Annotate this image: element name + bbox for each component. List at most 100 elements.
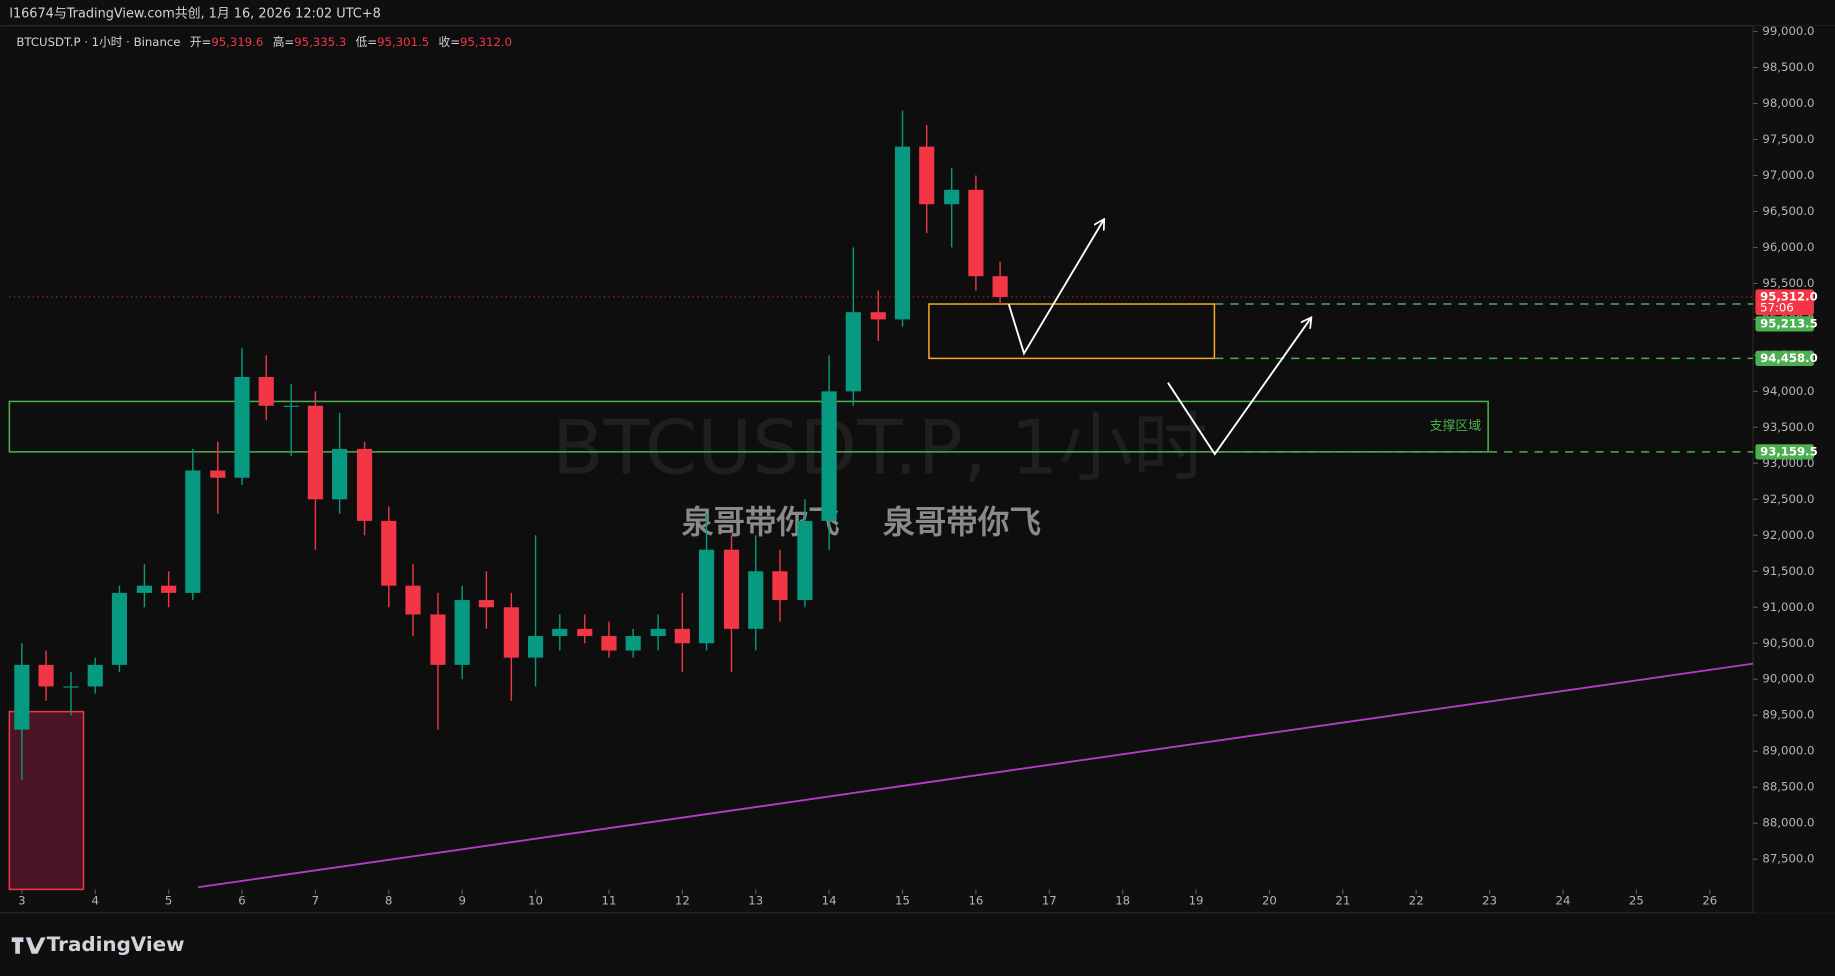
y-tick-label: 91,500.0 (1762, 564, 1814, 578)
x-tick-label: 26 (1702, 894, 1717, 908)
x-tick-label: 5 (165, 894, 172, 908)
candle-body (185, 470, 201, 593)
candle-body (919, 146, 935, 205)
candle-body (161, 585, 177, 593)
x-tick-label: 16 (968, 894, 983, 908)
candle-body (210, 470, 226, 478)
y-tick-label: 88,500.0 (1762, 780, 1814, 794)
x-tick-label: 15 (895, 894, 910, 908)
candle-body (430, 614, 446, 665)
price-label-bg (1755, 444, 1814, 460)
x-tick-label: 11 (602, 894, 617, 908)
x-tick-label: 25 (1629, 894, 1644, 908)
top-bar: l16674与TradingView.com共创, 1月 16, 2026 12… (9, 7, 380, 22)
overlay-text: 泉哥带你飞 (682, 504, 840, 541)
candle-body (674, 628, 690, 644)
y-tick-label: 94,000.0 (1762, 384, 1814, 398)
y-tick-label: 96,000.0 (1762, 240, 1814, 254)
y-tick-label: 95,500.0 (1762, 276, 1814, 290)
y-tick-label: 89,500.0 (1762, 708, 1814, 722)
y-tick-label: 90,000.0 (1762, 672, 1814, 686)
candle-body (283, 405, 299, 407)
y-tick-label: 92,000.0 (1762, 528, 1814, 542)
candle-body (503, 607, 519, 658)
x-tick-label: 3 (18, 894, 25, 908)
x-tick-label: 6 (238, 894, 245, 908)
candle-body (944, 189, 960, 205)
candle-body (356, 448, 373, 521)
price-label: 95,312.0 (1760, 289, 1818, 303)
x-tick-label: 13 (748, 894, 763, 908)
x-tick-label: 10 (528, 894, 543, 908)
x-tick-label: 22 (1409, 894, 1424, 908)
candle-body (772, 571, 788, 601)
trendline (197, 662, 1754, 889)
candle-body (650, 628, 666, 637)
candle-body (577, 628, 593, 637)
x-tick-label: 14 (822, 894, 837, 908)
watermark: BTCUSDT.P, 1小时 (552, 403, 1208, 491)
x-tick-label: 20 (1262, 894, 1277, 908)
candles (14, 110, 1008, 781)
candle-body (307, 405, 323, 500)
x-tick-label: 8 (385, 894, 392, 908)
candle-body (405, 585, 421, 615)
price-countdown: 57:06 (1760, 301, 1794, 315)
ohlc-name: 低= (356, 35, 377, 49)
price-label-bg (1755, 316, 1814, 332)
y-tick-label: 98,000.0 (1762, 96, 1814, 110)
y-tick-label: 99,000.0 (1762, 24, 1814, 38)
candle-body (234, 376, 250, 478)
y-tick-label: 89,000.0 (1762, 744, 1814, 758)
x-tick-label: 18 (1115, 894, 1130, 908)
candle-body (723, 549, 740, 629)
x-tick-label: 19 (1189, 894, 1204, 908)
price-label: 93,159.5 (1760, 444, 1818, 458)
candle-body (845, 312, 861, 392)
ohlc-name: 收= (439, 35, 460, 49)
symbol: BTCUSDT.P · 1小时 · Binance (16, 35, 180, 49)
candle-body (821, 391, 837, 521)
candle-body (894, 146, 911, 320)
zone-label: 支撑区域 (1430, 419, 1482, 434)
y-tick-label: 91,000.0 (1762, 600, 1814, 614)
price-axis-bg (1754, 25, 1835, 913)
x-tick-label: 7 (312, 894, 319, 908)
candle-body (332, 448, 348, 500)
overlay-text: 泉哥带你飞 (883, 504, 1041, 541)
arrow (1167, 318, 1311, 456)
candle-body (454, 600, 470, 665)
x-tick-label: 23 (1482, 894, 1497, 908)
candle-body (870, 312, 886, 320)
price-label-bg (1755, 289, 1814, 316)
ohlc-name: 开= (190, 35, 211, 49)
candle-body (478, 600, 494, 608)
brand-name: TradingView (47, 933, 185, 956)
candle-body (381, 520, 397, 586)
x-tick-label: 21 (1335, 894, 1350, 908)
y-tick-label: 98,500.0 (1762, 60, 1814, 74)
candle-body (258, 376, 274, 406)
x-tick-label: 4 (92, 894, 99, 908)
ohlc-value: 95,301.5 (377, 35, 429, 49)
ohlc-value: 95,335.3 (294, 35, 346, 49)
y-tick-label: 88,000.0 (1762, 816, 1814, 830)
axes: BTCUSDT.P · 1小时 · Binance 开=95,319.6 高=95,… (16, 24, 1835, 913)
candle-body (992, 276, 1008, 297)
y-tick-label: 90,500.0 (1762, 636, 1814, 650)
candle-body (625, 636, 641, 651)
y-tick-label: 97,000.0 (1762, 168, 1814, 182)
candle-body (527, 636, 544, 658)
zone (8, 400, 1489, 453)
x-tick-label: 24 (1556, 894, 1571, 908)
candle-body (111, 592, 128, 665)
ohlc-value: 95,319.6 (211, 35, 263, 49)
y-tick-label: 87,500.0 (1762, 852, 1814, 866)
symbol-legend: BTCUSDT.P · 1小时 · Binance 开=95,319.6 高=95,… (16, 35, 512, 49)
ohlc-value: 95,312.0 (460, 35, 512, 49)
drawings (197, 220, 1754, 889)
zone (928, 303, 1216, 360)
price-label: 94,458.0 (1760, 351, 1818, 365)
